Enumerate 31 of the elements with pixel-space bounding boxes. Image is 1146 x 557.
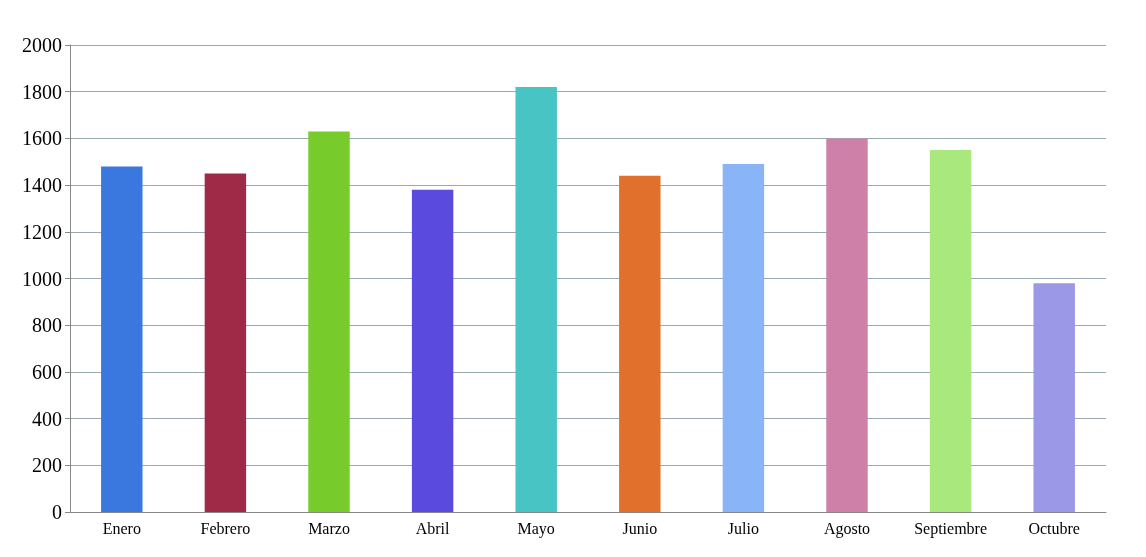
x-tick-label: Octubre [1028,519,1080,537]
x-tick-label: Marzo [308,519,350,537]
bar [722,164,765,512]
y-tick-label: 1800 [22,80,62,103]
x-tick-label: Enero [102,519,141,537]
x-tick-label: Abril [415,519,451,537]
y-tick-label: 1600 [22,127,62,150]
y-tick-label: 1000 [22,267,62,290]
x-tick-label: Mayo [517,519,555,538]
y-tick-label: 1200 [22,220,62,243]
bar [619,175,661,512]
y-tick-label: 400 [32,407,62,430]
y-tick-label: 200 [32,454,62,477]
y-tick-label: 0 [52,501,62,523]
bar [929,150,972,512]
x-tick-label: Junio [622,519,658,537]
bar [308,131,350,512]
x-tick-label: Septiembre [914,519,988,538]
y-tick-label: 600 [32,360,62,383]
bar [411,189,454,512]
y-tick-label: 1400 [22,174,62,197]
bar [204,173,247,512]
bar [101,166,143,512]
bar [826,138,868,512]
y-tick-label: 800 [32,314,62,337]
bar [1033,283,1075,512]
bar [515,87,557,512]
x-tick-label: Agosto [823,519,871,538]
y-tick-label: 2000 [22,34,62,56]
x-tick-label: Julio [727,519,759,537]
x-tick-label: Febrero [200,519,251,537]
